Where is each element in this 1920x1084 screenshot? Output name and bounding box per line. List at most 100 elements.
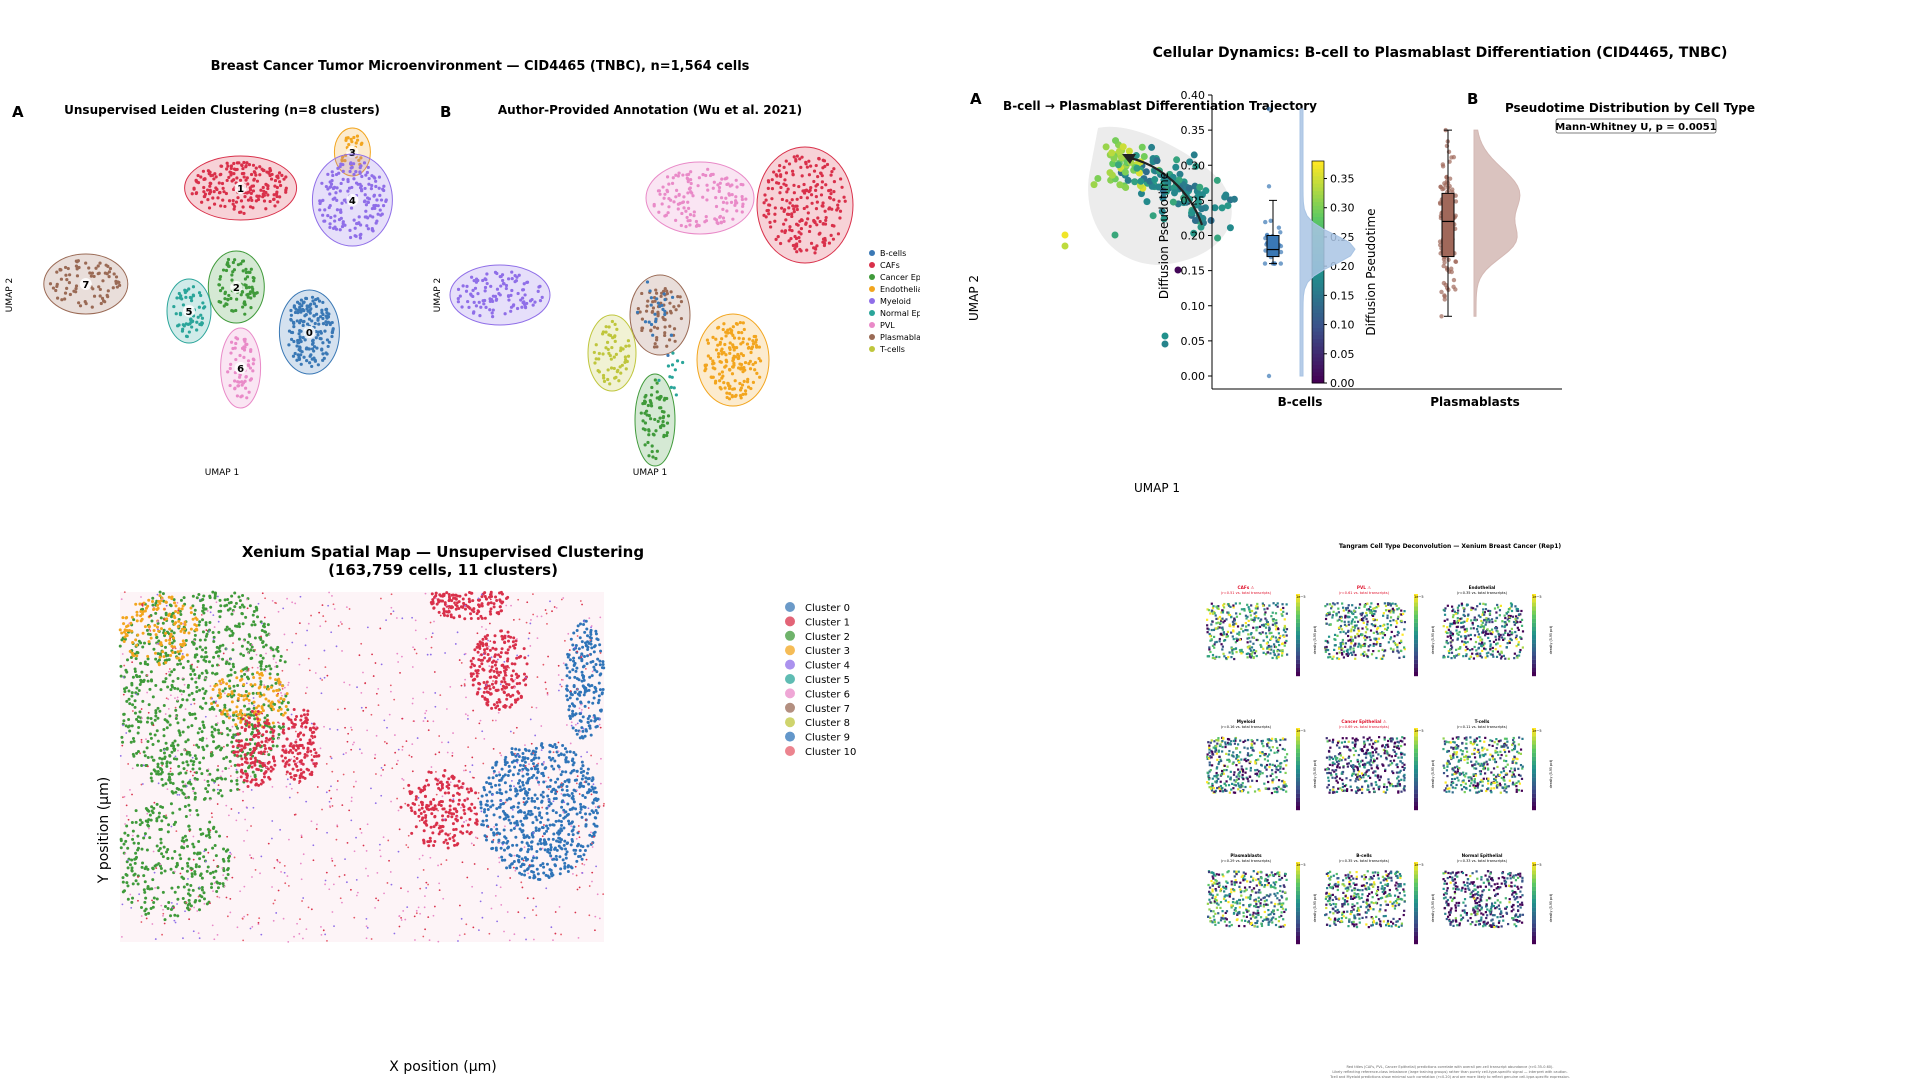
xenium-cell xyxy=(310,735,313,738)
xenium-cell xyxy=(211,706,214,709)
xenium-cell xyxy=(269,667,272,670)
annot-bcell-point xyxy=(650,296,653,299)
xenium-cell xyxy=(192,618,195,621)
xenium-cell xyxy=(167,830,170,833)
annot-tcells-point xyxy=(623,361,626,364)
xenium-cell xyxy=(288,759,291,762)
xenium-cell xyxy=(483,681,486,684)
annot-endothelial-point xyxy=(755,372,758,375)
leiden-cluster-2-point xyxy=(241,305,244,308)
annot-myeloid-point xyxy=(537,290,540,293)
annot-plasmablasts-point xyxy=(663,325,666,328)
leiden-cluster-0-point xyxy=(315,313,318,316)
xenium-cell xyxy=(130,630,133,633)
leiden-cluster-6-point xyxy=(233,387,236,390)
annot-pvl-point xyxy=(674,219,677,222)
xenium-cell xyxy=(232,711,235,714)
xenium-cell xyxy=(574,807,577,810)
annotation-title: Author-Provided Annotation (Wu et al. 20… xyxy=(498,103,802,117)
xenium-cell xyxy=(581,794,584,797)
annot-pvl-point xyxy=(682,206,685,209)
xenium-cell xyxy=(503,849,506,852)
annot-cafs-point xyxy=(788,201,791,204)
xenium-cell xyxy=(559,827,562,830)
annot-endothelial-point xyxy=(728,368,731,371)
xenium-cell xyxy=(160,627,163,630)
xenium-cell xyxy=(487,808,490,811)
xenium-cell xyxy=(192,698,195,701)
xenium-cell xyxy=(490,786,493,789)
xenium-cell xyxy=(122,713,125,716)
xenium-cell xyxy=(517,806,520,809)
leiden-cluster-4-point xyxy=(378,187,381,190)
xenium-cell xyxy=(245,738,248,741)
xenium-cell xyxy=(495,807,498,810)
colorbar-segment xyxy=(1312,202,1324,206)
trajectory-cell xyxy=(1091,181,1098,188)
xenium-cell xyxy=(254,778,257,781)
annot-bcell-point xyxy=(650,323,653,326)
xenium-cell xyxy=(569,696,572,699)
xenium-cell xyxy=(217,655,220,658)
leiden-cluster-7-point xyxy=(58,268,61,271)
annot-endothelial-point xyxy=(723,386,726,389)
annot-myeloid-point xyxy=(525,281,528,284)
annot-pvl-point xyxy=(697,184,700,187)
xenium-cell xyxy=(476,692,479,695)
xenium-cell xyxy=(216,777,219,780)
xenium-cell xyxy=(526,769,529,772)
annot-cafs-point xyxy=(799,166,802,169)
xenium-cell xyxy=(232,685,235,688)
xenium-cell xyxy=(578,647,581,650)
annot-bcell-point xyxy=(653,313,656,316)
xenium-cell xyxy=(146,655,149,658)
leiden-cluster-1-point xyxy=(213,202,216,205)
xenium-cell xyxy=(233,592,236,595)
leiden-cluster-2-point xyxy=(235,298,238,301)
xenium-cell xyxy=(201,746,204,749)
xenium-cell xyxy=(242,622,245,625)
xenium-cell xyxy=(576,697,579,700)
xenium-cell xyxy=(201,730,204,733)
leiden-cluster-0-point xyxy=(315,336,318,339)
xenium-cell xyxy=(194,717,197,720)
xenium-cell xyxy=(240,714,243,717)
leiden-cluster-0-point xyxy=(302,309,305,312)
annot-plasmablasts-point xyxy=(668,325,671,328)
xenium-cell xyxy=(591,660,594,663)
pseudotime-figure: Cellular Dynamics: B-cell to Plasmablast… xyxy=(960,30,1920,500)
annot-pvl-point xyxy=(690,182,693,185)
xenium-cell xyxy=(479,801,482,804)
annot-pvl-point xyxy=(704,174,707,177)
xenium-cell xyxy=(166,748,169,751)
annot-cancer-epithelial-point xyxy=(658,406,661,409)
annot-tcells-point xyxy=(627,339,630,342)
annot-endothelial-point xyxy=(728,392,731,395)
xenium-cell xyxy=(183,718,186,721)
annot-pvl-point xyxy=(716,222,719,225)
annot-pvl-point xyxy=(706,189,709,192)
leiden-cluster-4-point xyxy=(359,233,362,236)
annot-pvl-point xyxy=(705,184,708,187)
xenium-cell xyxy=(228,602,231,605)
xenium-cell xyxy=(523,647,526,650)
xenium-cell xyxy=(252,676,255,679)
leiden-cluster-0-point xyxy=(311,296,314,299)
leiden-cluster-0-point xyxy=(302,320,305,323)
annot-pvl-point xyxy=(731,193,734,196)
leiden-cluster-0-point xyxy=(325,323,328,326)
annot-plasmablasts-point xyxy=(646,305,649,308)
xenium-cell xyxy=(168,755,171,758)
xenium-cell xyxy=(304,726,307,729)
xenium-cell xyxy=(211,847,214,850)
leiden-cluster-5-point xyxy=(195,328,198,331)
xenium-cell xyxy=(241,612,244,615)
xenium-cell xyxy=(269,677,272,680)
leiden-cluster-1-point xyxy=(202,170,205,173)
annot-bcell-point xyxy=(636,311,639,314)
xenium-cell xyxy=(508,819,511,822)
xenium-cell xyxy=(150,756,153,759)
xenium-cell xyxy=(579,736,582,739)
leiden-cluster-0-point xyxy=(313,345,316,348)
xenium-cell xyxy=(146,629,149,632)
